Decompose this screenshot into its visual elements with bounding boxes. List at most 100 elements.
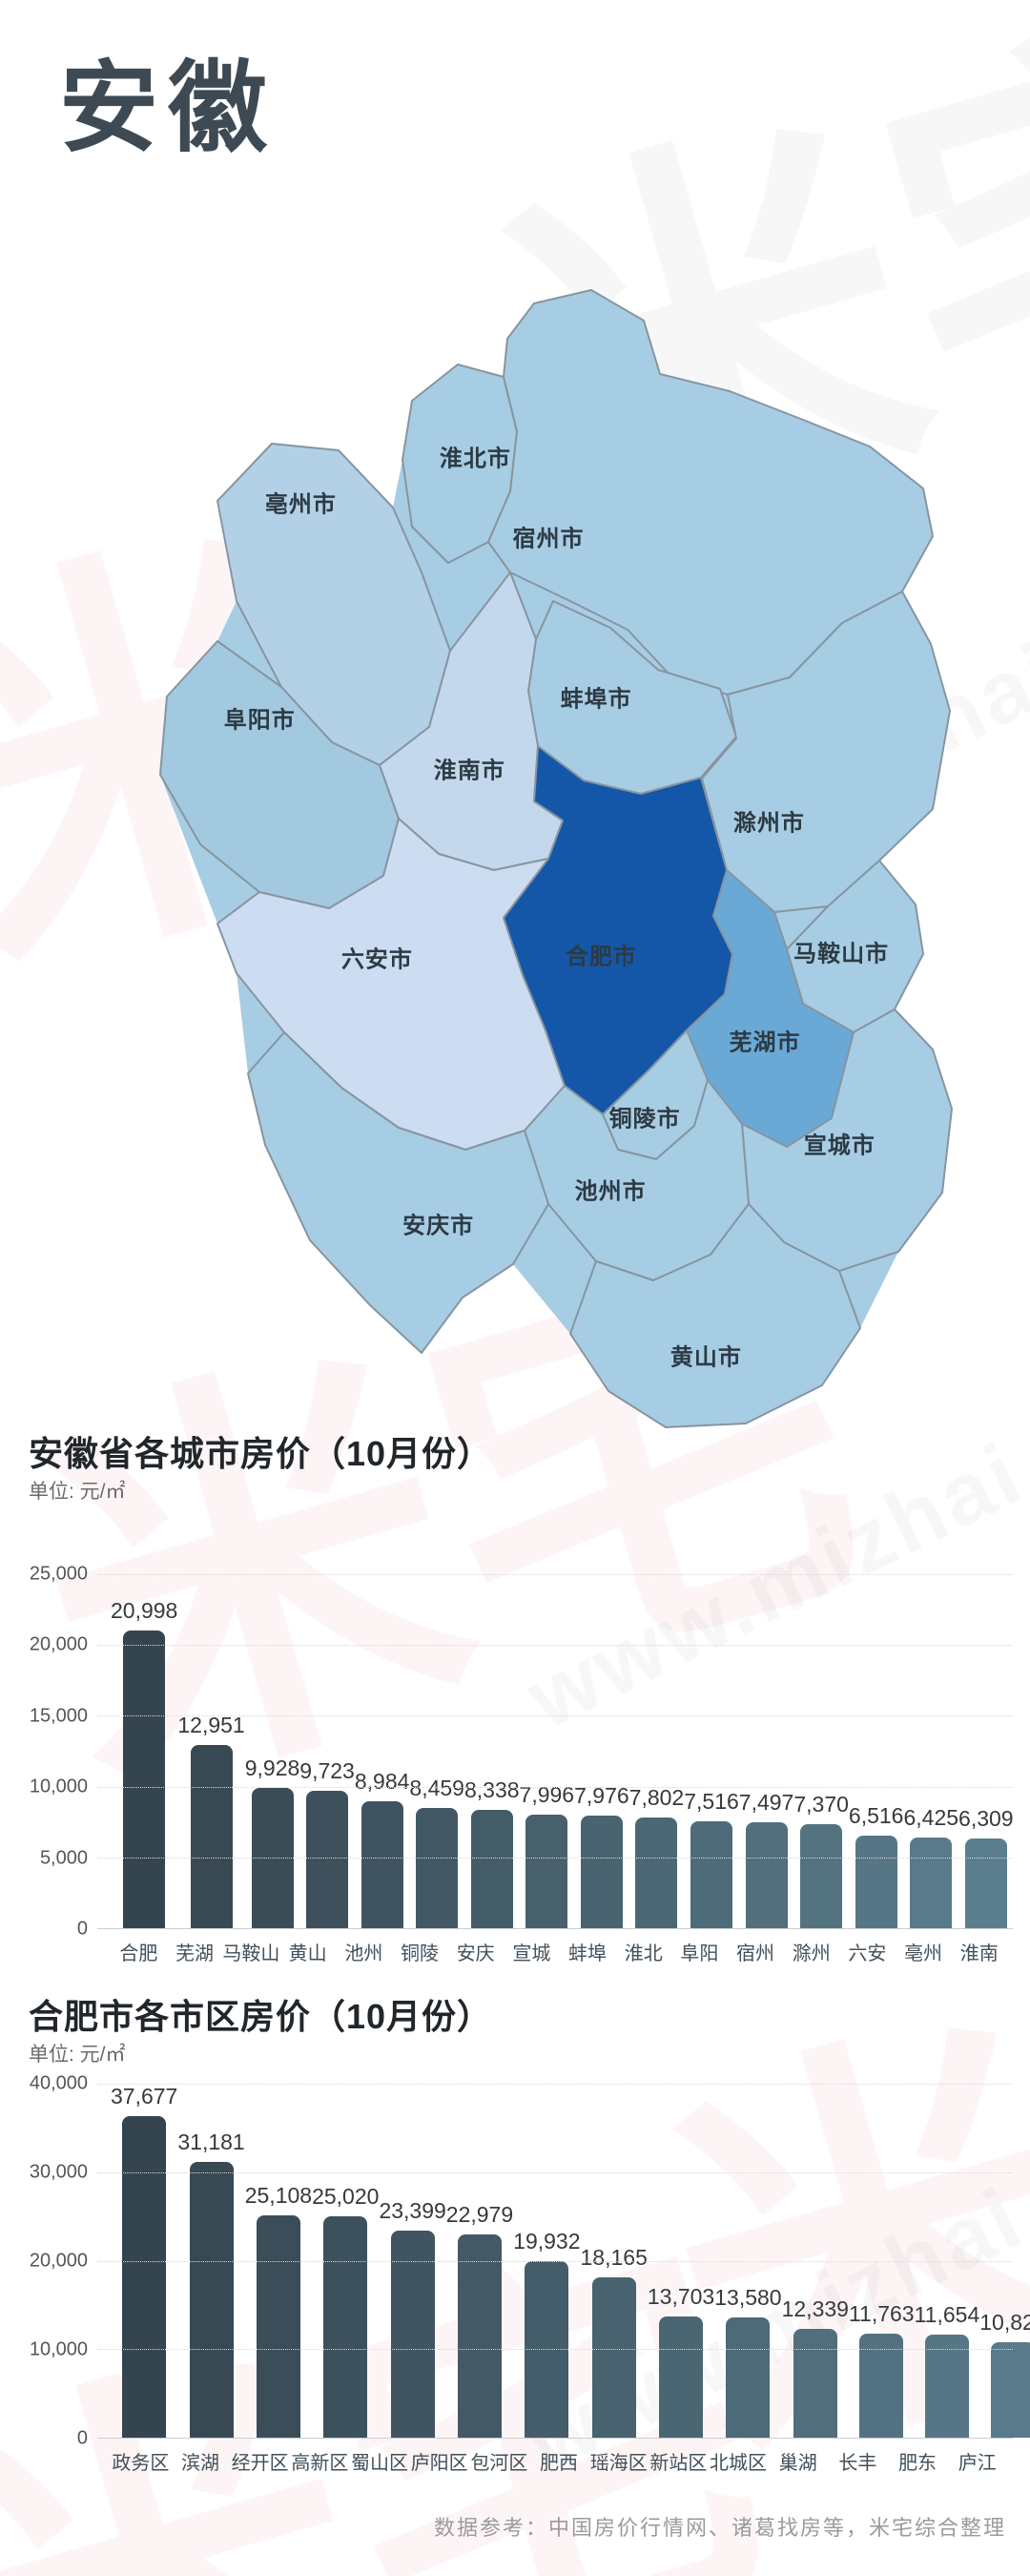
bar-阜阳	[690, 1821, 732, 1928]
bar-slot: 6,309	[958, 1574, 1014, 1928]
x-tick-label-铜陵: 铜陵	[401, 1943, 440, 1964]
bar-slot: 7,802	[629, 1574, 684, 1928]
map-label-maanshan: 马鞍山市	[793, 941, 890, 967]
y-tick-label: 0	[76, 2427, 88, 2449]
x-tick-label-黄山: 黄山	[288, 1943, 327, 1964]
x-tick-label-蜀山区: 蜀山区	[351, 2453, 409, 2474]
bar-value-label: 19,932	[513, 2229, 581, 2254]
bar-slot: 9,928	[244, 1574, 300, 1928]
anhui-map-svg	[159, 289, 953, 1428]
x-tick-label-庐江: 庐江	[958, 2453, 997, 2474]
bar-黄山	[306, 1790, 349, 1928]
y-tick-label: 10,000	[29, 1776, 88, 1797]
bar-slot: 6,516	[849, 1574, 903, 1928]
bar-value-label: 8,984	[354, 1768, 410, 1794]
bar-slot: 7,976	[574, 1574, 629, 1928]
data-source-note: 数据参考：中国房价行情网、诸葛找房等，米宅综合整理	[433, 2516, 1006, 2540]
bar-value-label: 20,998	[111, 1598, 178, 1624]
map-label-huaibei: 淮北市	[439, 446, 511, 472]
x-tick-label-合肥: 合肥	[119, 1943, 158, 1964]
map-label-chizhou: 池州市	[574, 1178, 647, 1205]
bar-value-label: 37,677	[111, 2084, 178, 2109]
bar-value-label: 25,108	[244, 2183, 313, 2209]
bar-slot: 12,339	[782, 2084, 849, 2438]
bar-value-label: 7,497	[738, 1789, 794, 1815]
y-tick-label: 20,000	[29, 1633, 88, 1655]
x-tick-label-经开区: 经开区	[231, 2453, 289, 2474]
chart-province-prices: 安徽省各城市房价（10月份） 单位: 元/㎡ 20,998 12,951 9,928…	[29, 1431, 1014, 1965]
x-tick-label-肥东: 肥东	[898, 2453, 937, 2474]
anhui-province-map: 亳州市 淮北市 宿州市 阜阳市 蚌埠市 淮南市 滁州市 六安市 合肥市 马鞍山市 芜湖市 铜陵市 宣城市…	[114, 286, 954, 1431]
chart-plot: 37,677 31,181 25,108 25,020 23,399 22,979 19,9…	[29, 2073, 1030, 2449]
x-tick-label-宿州: 宿州	[736, 1943, 775, 1964]
gridline-40000	[97, 2084, 1013, 2085]
x-tick-label-淮南: 淮南	[959, 1943, 999, 1964]
map-labels-layer: 亳州市 淮北市 宿州市 阜阳市 蚌埠市 淮南市 滁州市 六安市 合肥市 马鞍山市 芜湖市 铜陵市 宣城市…	[114, 286, 954, 1431]
x-tick-label-宣城: 宣城	[512, 1943, 551, 1964]
bar-庐阳区	[457, 2233, 502, 2438]
x-tick-label-瑶海区: 瑶海区	[589, 2453, 648, 2474]
bar-value-label: 11,763	[848, 2300, 915, 2326]
y-tick-label: 5,000	[39, 1847, 88, 1869]
bar-淮南	[964, 1839, 1007, 1928]
bar-value-label: 13,580	[714, 2285, 782, 2311]
page-title: 安徽	[59, 53, 278, 164]
gridline-5000	[97, 1857, 1013, 1859]
map-label-bozhou: 亳州市	[264, 491, 337, 518]
bar-slot: 7,497	[738, 1574, 794, 1928]
chart-unit-label: 单位: 元/㎡	[29, 2044, 126, 2066]
bar-value-label: 6,309	[958, 1806, 1014, 1832]
x-tick-label-六安: 六安	[848, 1943, 887, 1964]
bar-瑶海区	[659, 2316, 704, 2438]
bar-slot: 7,996	[520, 1574, 574, 1928]
map-label-tongling: 铜陵市	[608, 1106, 681, 1132]
y-tick-label: 40,000	[29, 2072, 88, 2094]
x-tick-label-池州: 池州	[344, 1943, 383, 1964]
bar-芜湖	[190, 1744, 233, 1928]
map-label-xuancheng: 宣城市	[803, 1132, 876, 1159]
bar-slot: 8,984	[354, 1574, 410, 1928]
chart-unit-label: 单位: 元/㎡	[29, 1481, 126, 1503]
bar-slot: 20,998	[111, 1574, 177, 1928]
x-tick-label-滁州: 滁州	[792, 1943, 831, 1964]
map-region-anqing	[247, 1031, 549, 1354]
bar-value-label: 6,425	[903, 1804, 959, 1830]
plot-area: 37,677 31,181 25,108 25,020 23,399 22,979 19,9…	[97, 2084, 1030, 2439]
bar-长丰	[924, 2334, 969, 2438]
bar-slot: 8,459	[409, 1574, 464, 1928]
map-label-huainan: 淮南市	[433, 758, 505, 784]
x-tick-label-巢湖: 巢湖	[778, 2453, 817, 2474]
bar-淮北	[635, 1818, 678, 1928]
chart-title: 合肥市各市区房价（10月份）	[29, 1997, 493, 2036]
gridline-10000	[97, 1786, 1013, 1788]
bar-slot: 18,165	[581, 2084, 648, 2438]
x-tick-label-肥西: 肥西	[540, 2453, 579, 2474]
map-label-suzhou: 宿州市	[512, 526, 585, 552]
bar-肥东	[991, 2341, 1030, 2438]
x-axis-labels: 政务区 滨湖 经开区 高新区 蜀山区 庐阳区 包河区 肥西 瑶海区 新站区 北城区 巢湖 长丰 肥东 庐江	[111, 2439, 1007, 2475]
bar-slot: 11,654	[915, 2084, 979, 2438]
bar-高新区	[323, 2215, 368, 2438]
bars-layer: 37,677 31,181 25,108 25,020 23,399 22,979 19,9…	[111, 2084, 1030, 2438]
y-tick-label: 20,000	[29, 2250, 88, 2272]
bar-合肥	[123, 1631, 166, 1928]
bar-value-label: 22,979	[445, 2201, 514, 2227]
y-tick-label: 10,000	[29, 2338, 88, 2360]
bar-滁州	[800, 1823, 843, 1928]
bar-value-label: 23,399	[379, 2197, 446, 2223]
chart-plot: 20,998 12,951 9,928 9,723 8,984 8,459 8,338 7,9…	[29, 1564, 1014, 1940]
bar-北城区	[793, 2328, 837, 2438]
bar-value-label: 13,703	[647, 2283, 715, 2309]
map-label-wuhu: 芜湖市	[729, 1029, 801, 1056]
bar-slot: 22,979	[446, 2084, 513, 2438]
x-tick-label-新站区: 新站区	[649, 2453, 708, 2474]
bar-value-label: 31,181	[177, 2129, 245, 2154]
bar-宣城	[525, 1815, 568, 1928]
bar-slot: 13,703	[648, 2084, 714, 2438]
bar-slot: 25,108	[245, 2084, 312, 2438]
bar-池州	[360, 1800, 403, 1928]
bar-value-label: 9,928	[244, 1755, 300, 1780]
bar-value-label: 8,459	[409, 1776, 464, 1801]
bar-value-label: 12,339	[781, 2296, 849, 2321]
gridline-30000	[97, 2171, 1013, 2173]
